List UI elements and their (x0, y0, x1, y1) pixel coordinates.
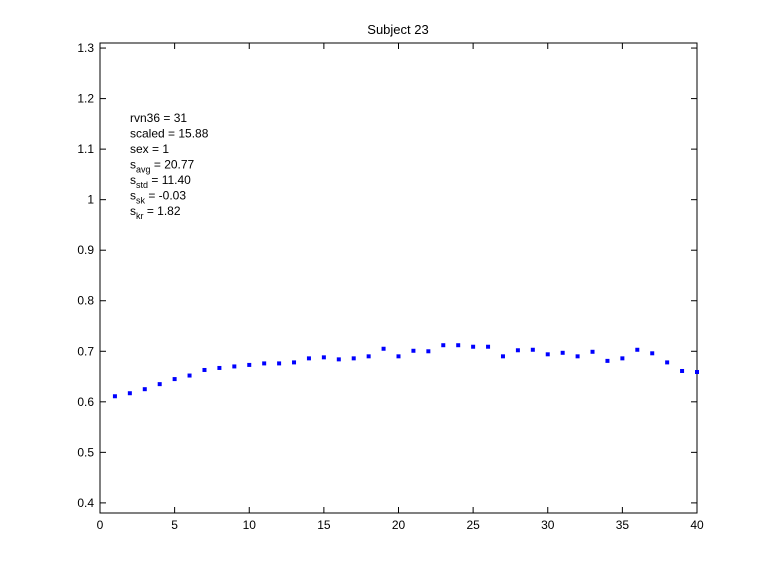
axes-box (99, 42, 698, 514)
x-tick-label: 40 (690, 518, 704, 532)
data-point (142, 387, 147, 392)
x-tick-label: 5 (171, 518, 178, 532)
data-point (605, 358, 610, 363)
data-point (665, 360, 670, 365)
data-point (575, 354, 580, 359)
y-tick-label: 0.9 (77, 243, 94, 257)
data-point (306, 356, 311, 361)
y-tick-label: 0.7 (77, 344, 94, 358)
x-tick-label: 25 (466, 518, 480, 532)
data-point (277, 361, 282, 366)
y-tick-label: 1.2 (77, 92, 94, 106)
annotation-line: savg = 20.77 (130, 158, 195, 175)
data-point (381, 346, 386, 351)
y-tick-label: 0.4 (77, 496, 94, 510)
y-tick-label: 0.5 (77, 445, 94, 459)
annotation-line: rvn36 = 31 (130, 111, 187, 125)
data-point (112, 394, 117, 399)
data-point (426, 349, 431, 354)
data-point (486, 344, 491, 349)
data-point (351, 356, 356, 361)
y-tick-label: 1.3 (77, 41, 94, 55)
x-tick-label: 10 (243, 518, 257, 532)
plot-area: 0 5 10 15 20 25 30 35 40 0.4 0.5 0.6 0.7 0.8 0.9 1 1.1 1.… (77, 41, 704, 532)
data-point (157, 382, 162, 387)
y-tick-label: 0.8 (77, 294, 94, 308)
x-tick-label: 15 (317, 518, 331, 532)
data-point (202, 367, 207, 372)
annotation-line: scaled = 15.88 (130, 127, 209, 141)
data-point (560, 350, 565, 355)
data-point (456, 343, 461, 348)
chart-title: Subject 23 (367, 22, 428, 37)
y-tick-label: 0.6 (77, 395, 94, 409)
data-point (262, 361, 267, 366)
data-point (471, 344, 476, 349)
data-point (336, 357, 341, 362)
data-point (172, 377, 177, 382)
data-point (411, 348, 416, 353)
data-point (635, 347, 640, 352)
data-point (500, 354, 505, 359)
y-tick-label: 1.1 (77, 142, 94, 156)
annotation-line: sex = 1 (130, 142, 169, 156)
data-point (127, 391, 132, 396)
data-point (441, 343, 446, 348)
x-tick-label: 30 (541, 518, 555, 532)
data-point (545, 352, 550, 357)
data-point (321, 355, 326, 360)
data-point (530, 347, 535, 352)
annotation-line: ssk = -0.03 (130, 189, 186, 206)
y-tick-label: 1 (87, 193, 94, 207)
annotation-line: skr = 1.82 (130, 204, 181, 221)
data-point (515, 348, 520, 353)
x-tick-label: 0 (97, 518, 104, 532)
x-tick-label: 35 (616, 518, 630, 532)
annotation-line: sstd = 11.40 (130, 173, 191, 190)
data-point (247, 362, 252, 367)
data-point (187, 373, 192, 378)
x-tick-label: 20 (392, 518, 406, 532)
data-point (217, 365, 222, 370)
data-point (590, 349, 595, 354)
data-point (650, 351, 655, 356)
data-point (366, 354, 371, 359)
data-point (232, 364, 237, 369)
data-point (620, 356, 625, 361)
data-point (680, 368, 685, 373)
data-point (396, 354, 401, 359)
data-point (292, 360, 297, 365)
data-point (695, 370, 699, 374)
